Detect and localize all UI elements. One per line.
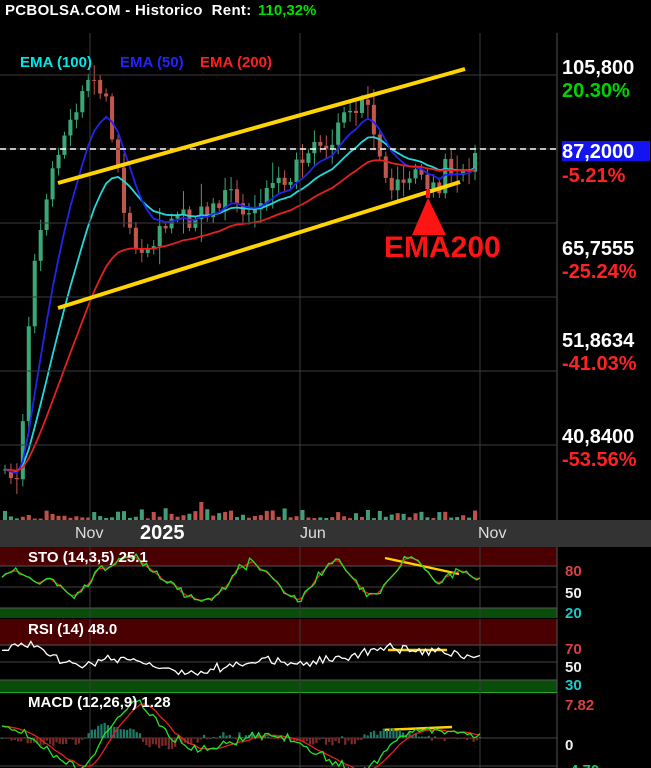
svg-text:EMA (50): EMA (50) [120, 54, 184, 71]
svg-text:EMA (100): EMA (100) [20, 54, 92, 71]
svg-text:EMA (200): EMA (200) [200, 54, 272, 71]
svg-text:EMA200: EMA200 [384, 231, 501, 264]
